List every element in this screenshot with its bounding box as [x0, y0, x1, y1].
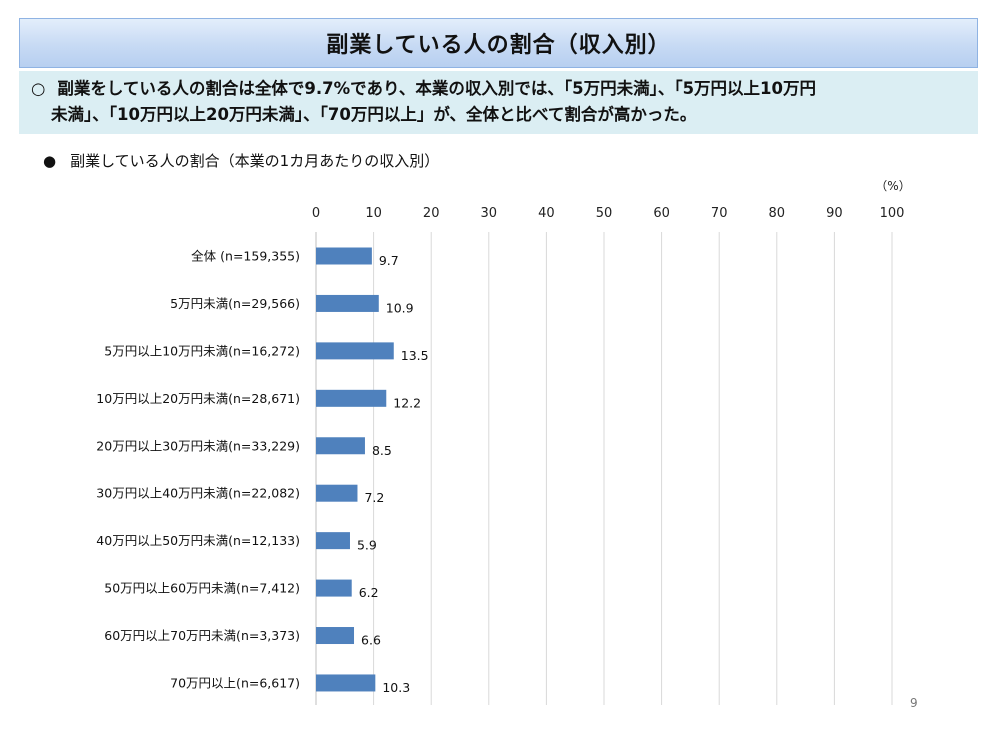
circle-bullet-icon: ○	[31, 79, 46, 98]
bar	[316, 294, 379, 312]
summary-line-2: 未満」、「10万円以上20万円未満」、「70万円以上」が、全体と比べて割合が高か…	[31, 102, 968, 128]
x-tick-label: 100	[880, 206, 905, 221]
x-tick-label: 40	[538, 206, 555, 221]
x-tick-label: 60	[653, 206, 670, 221]
category-label: 全体 (n=159,355)	[191, 249, 300, 264]
data-label: 12.2	[393, 395, 421, 410]
summary-text-1: 副業をしている人の割合は全体で9.7%であり、本業の収入別では、「5万円未満」、…	[57, 79, 817, 98]
slide-title: 副業している人の割合（収入別）	[326, 33, 671, 58]
category-label: 10万円以上20万円未満(n=28,671)	[96, 391, 300, 406]
data-label: 8.5	[372, 443, 392, 458]
summary-box: ○ 副業をしている人の割合は全体で9.7%であり、本業の収入別では、「5万円未満」…	[19, 71, 978, 134]
x-tick-label: 70	[711, 206, 728, 221]
category-label: 30万円以上40万円未満(n=22,082)	[96, 486, 300, 501]
bar	[316, 579, 352, 597]
data-label: 6.6	[361, 633, 381, 648]
summary-line-1: ○ 副業をしている人の割合は全体で9.7%であり、本業の収入別では、「5万円未満」…	[31, 76, 968, 102]
bar	[316, 437, 365, 455]
data-label: 6.2	[359, 585, 379, 600]
category-label: 20万円以上30万円未満(n=33,229)	[96, 438, 300, 453]
x-tick-label: 80	[769, 206, 786, 221]
x-tick-label: 0	[312, 206, 320, 221]
bar	[316, 532, 350, 550]
bar	[316, 342, 394, 360]
bullet-dot-icon: ●	[43, 152, 57, 170]
unit-label: （%）	[875, 179, 910, 193]
chart-title: ● 副業している人の割合（本業の1カ月あたりの収入別）	[43, 150, 439, 171]
bar	[316, 389, 387, 407]
data-label: 10.9	[386, 300, 414, 315]
category-label: 5万円未満(n=29,566)	[170, 296, 300, 311]
x-tick-label: 20	[423, 206, 440, 221]
x-tick-label: 90	[826, 206, 843, 221]
data-label: 9.7	[379, 253, 399, 268]
bar	[316, 627, 355, 645]
bar	[316, 674, 376, 692]
x-tick-label: 50	[596, 206, 613, 221]
bar	[316, 247, 372, 265]
category-label: 50万円以上60万円未満(n=7,412)	[104, 581, 300, 596]
data-label: 10.3	[382, 680, 410, 695]
summary-text-2: 未満」、「10万円以上20万円未満」、「70万円以上」が、全体と比べて割合が高か…	[51, 105, 697, 124]
category-label: 70万円以上(n=6,617)	[170, 675, 300, 690]
chart-title-text: 副業している人の割合（本業の1カ月あたりの収入別）	[70, 152, 440, 170]
category-label: 60万円以上70万円未満(n=3,373)	[104, 628, 300, 643]
data-label: 5.9	[357, 538, 377, 553]
category-label: 5万円以上10万円未満(n=16,272)	[104, 343, 300, 358]
page-number: 9	[910, 696, 918, 710]
slide-title-box: 副業している人の割合（収入別）	[19, 18, 978, 68]
data-label: 13.5	[401, 348, 429, 363]
data-label: 7.2	[364, 490, 384, 505]
category-label: 40万円以上50万円未満(n=12,133)	[96, 533, 300, 548]
bar	[316, 484, 358, 502]
x-tick-label: 30	[481, 206, 498, 221]
x-tick-label: 10	[365, 206, 382, 221]
